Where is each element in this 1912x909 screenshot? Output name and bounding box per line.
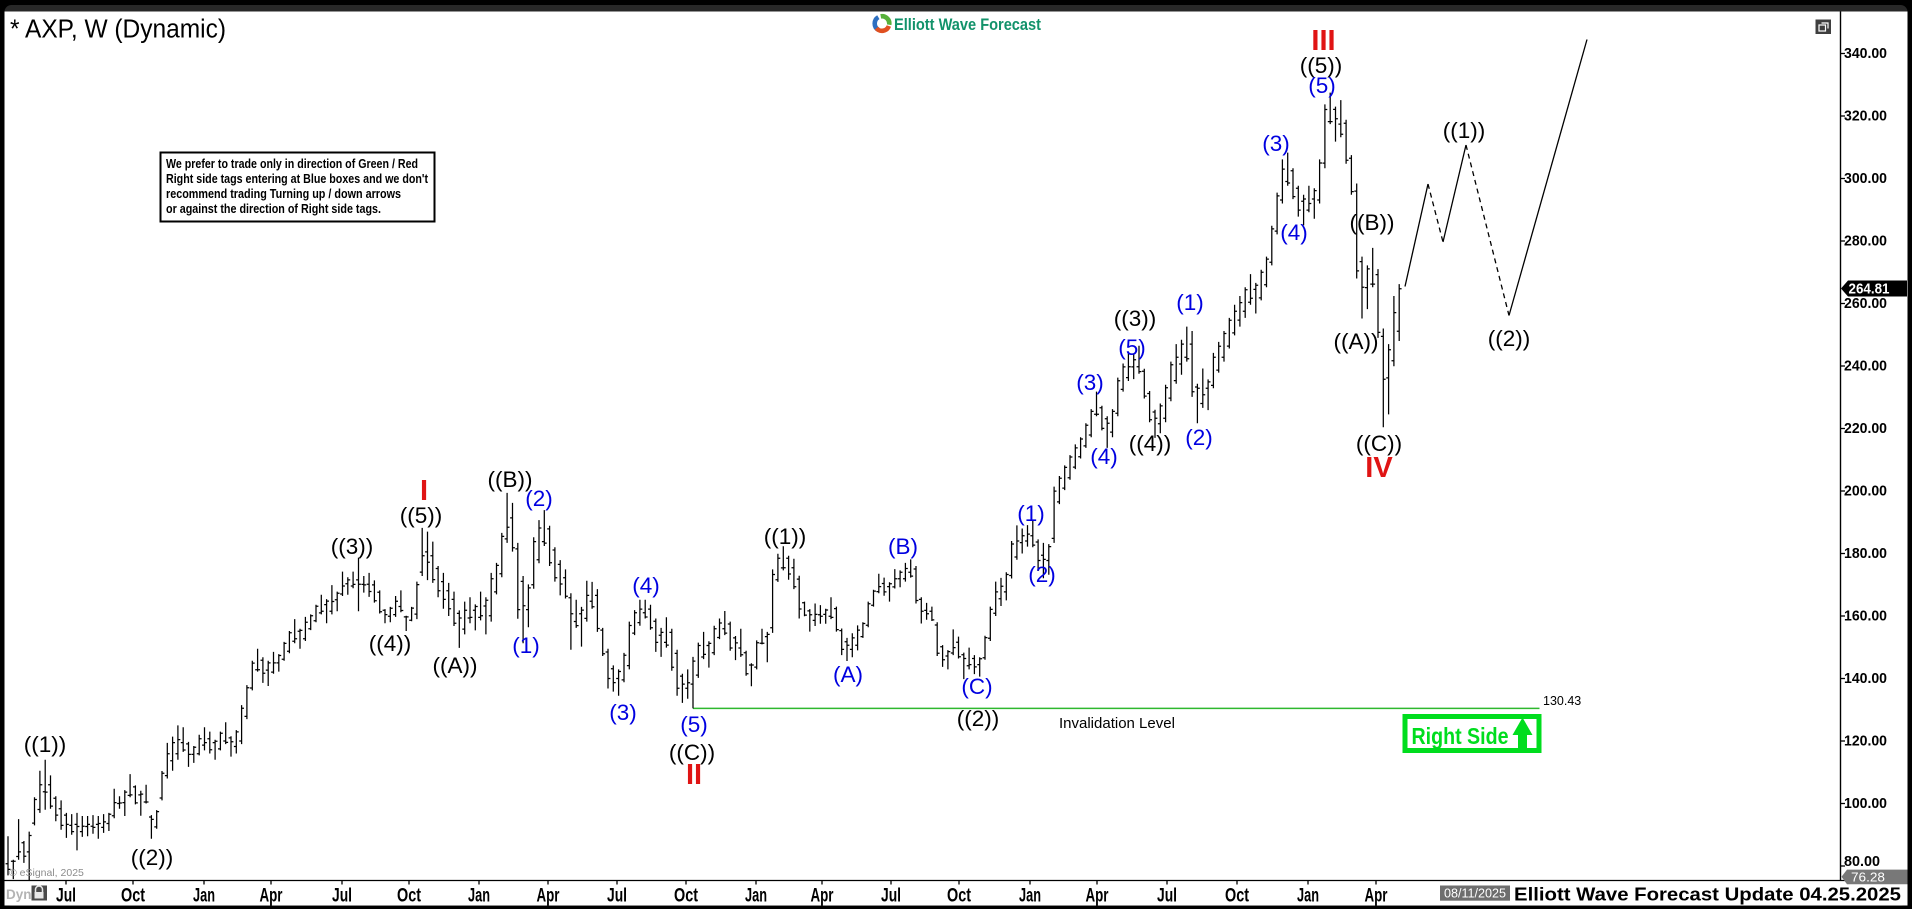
svg-text:Apr: Apr bbox=[537, 886, 560, 907]
svg-text:Jan: Jan bbox=[468, 886, 490, 907]
svg-text:((5)): ((5)) bbox=[400, 503, 442, 528]
svg-text:((1)): ((1)) bbox=[764, 524, 806, 549]
svg-text:200.00: 200.00 bbox=[1844, 484, 1887, 500]
svg-text:(5): (5) bbox=[680, 712, 708, 737]
svg-text:280.00: 280.00 bbox=[1844, 234, 1887, 250]
svg-text:((B)): ((B)) bbox=[488, 467, 533, 492]
svg-text:recommend trading Turning up /: recommend trading Turning up / down arro… bbox=[166, 186, 401, 201]
svg-text:Jul: Jul bbox=[881, 886, 901, 907]
svg-text:220.00: 220.00 bbox=[1844, 421, 1887, 437]
svg-text:Dyn: Dyn bbox=[6, 887, 32, 902]
svg-text:(2): (2) bbox=[525, 486, 553, 511]
svg-text:((4)): ((4)) bbox=[369, 631, 411, 656]
svg-text:Apr: Apr bbox=[1365, 886, 1388, 907]
svg-text:(1): (1) bbox=[512, 633, 540, 658]
svg-text:(4): (4) bbox=[1090, 444, 1118, 469]
svg-text:130.43: 130.43 bbox=[1543, 694, 1581, 708]
svg-text:II: II bbox=[686, 759, 702, 791]
svg-text:Right side tags entering at Bl: Right side tags entering at Blue boxes a… bbox=[166, 171, 429, 186]
svg-text:Jan: Jan bbox=[1019, 886, 1041, 907]
svg-text:Elliott Wave Forecast Update 0: Elliott Wave Forecast Update 04.25.2025 bbox=[1514, 884, 1901, 905]
svg-text:Invalidation Level: Invalidation Level bbox=[1059, 715, 1175, 732]
svg-text:(2): (2) bbox=[1028, 562, 1056, 587]
svg-text:Oct: Oct bbox=[674, 886, 698, 907]
svg-text:© eSignal, 2025: © eSignal, 2025 bbox=[9, 867, 84, 879]
svg-text:(3): (3) bbox=[1076, 370, 1104, 395]
svg-text:340.00: 340.00 bbox=[1844, 46, 1887, 62]
svg-text:08/11/2025: 08/11/2025 bbox=[1444, 886, 1506, 901]
svg-text:((3)): ((3)) bbox=[1114, 306, 1156, 331]
svg-text:(C): (C) bbox=[961, 674, 992, 699]
svg-text:((2)): ((2)) bbox=[131, 845, 173, 870]
svg-text:Oct: Oct bbox=[397, 886, 421, 907]
svg-text:Right Side: Right Side bbox=[1412, 723, 1509, 749]
svg-text:140.00: 140.00 bbox=[1844, 671, 1887, 687]
svg-text:240.00: 240.00 bbox=[1844, 359, 1887, 375]
svg-text:Jul: Jul bbox=[332, 886, 352, 907]
svg-text:160.00: 160.00 bbox=[1844, 609, 1887, 625]
svg-text:Jul: Jul bbox=[56, 886, 76, 907]
svg-text:((2)): ((2)) bbox=[1488, 326, 1530, 351]
svg-text:80.00: 80.00 bbox=[1844, 854, 1880, 870]
svg-text:IV: IV bbox=[1365, 452, 1393, 484]
svg-text:Oct: Oct bbox=[121, 886, 145, 907]
svg-text:((C)): ((C)) bbox=[1356, 431, 1402, 456]
svg-text:(1): (1) bbox=[1176, 290, 1204, 315]
svg-text:Jul: Jul bbox=[1157, 886, 1177, 907]
svg-text:or against the direction of Ri: or against the direction of Right side t… bbox=[166, 201, 381, 216]
svg-text:264.81: 264.81 bbox=[1849, 280, 1890, 297]
svg-text:Oct: Oct bbox=[1225, 886, 1249, 907]
svg-text:260.00: 260.00 bbox=[1844, 296, 1887, 312]
svg-text:I: I bbox=[420, 475, 428, 507]
svg-text:Apr: Apr bbox=[260, 886, 283, 907]
svg-text:(3): (3) bbox=[1262, 131, 1290, 156]
svg-text:((1)): ((1)) bbox=[24, 732, 66, 757]
svg-text:((C)): ((C)) bbox=[669, 740, 715, 765]
svg-text:120.00: 120.00 bbox=[1844, 734, 1887, 750]
svg-text:(2): (2) bbox=[1185, 425, 1213, 450]
svg-text:Apr: Apr bbox=[811, 886, 834, 907]
svg-text:((2)): ((2)) bbox=[957, 706, 999, 731]
svg-text:(1): (1) bbox=[1017, 501, 1045, 526]
svg-text:180.00: 180.00 bbox=[1844, 546, 1887, 562]
svg-text:((1)): ((1)) bbox=[1443, 118, 1485, 143]
svg-text:(4): (4) bbox=[632, 573, 660, 598]
svg-text:((3)): ((3)) bbox=[331, 534, 373, 559]
svg-text:Jan: Jan bbox=[745, 886, 767, 907]
svg-text:((A)): ((A)) bbox=[433, 653, 478, 678]
svg-text:(A): (A) bbox=[833, 662, 863, 687]
svg-text:((5)): ((5)) bbox=[1300, 53, 1342, 78]
svg-text:We prefer to trade only in dir: We prefer to trade only in direction of … bbox=[166, 156, 418, 171]
svg-text:(B): (B) bbox=[888, 534, 918, 559]
svg-text:100.00: 100.00 bbox=[1844, 796, 1887, 812]
svg-text:* AXP, W (Dynamic): * AXP, W (Dynamic) bbox=[10, 16, 226, 44]
svg-text:((4)): ((4)) bbox=[1129, 431, 1171, 456]
svg-text:320.00: 320.00 bbox=[1844, 109, 1887, 125]
svg-text:Apr: Apr bbox=[1086, 886, 1109, 907]
svg-text:III: III bbox=[1311, 25, 1335, 57]
svg-text:((B)): ((B)) bbox=[1350, 210, 1395, 235]
svg-text:76.28: 76.28 bbox=[1851, 870, 1885, 885]
svg-text:Elliott Wave Forecast: Elliott Wave Forecast bbox=[894, 16, 1041, 34]
svg-text:(3): (3) bbox=[609, 700, 637, 725]
svg-text:(4): (4) bbox=[1280, 220, 1308, 245]
svg-text:300.00: 300.00 bbox=[1844, 171, 1887, 187]
svg-text:Jan: Jan bbox=[1297, 886, 1319, 907]
svg-text:(5): (5) bbox=[1118, 335, 1146, 360]
svg-text:Oct: Oct bbox=[947, 886, 971, 907]
svg-text:Jan: Jan bbox=[193, 886, 215, 907]
svg-text:((A)): ((A)) bbox=[1334, 329, 1379, 354]
svg-text:Jul: Jul bbox=[607, 886, 627, 907]
svg-text:(5): (5) bbox=[1308, 73, 1336, 98]
